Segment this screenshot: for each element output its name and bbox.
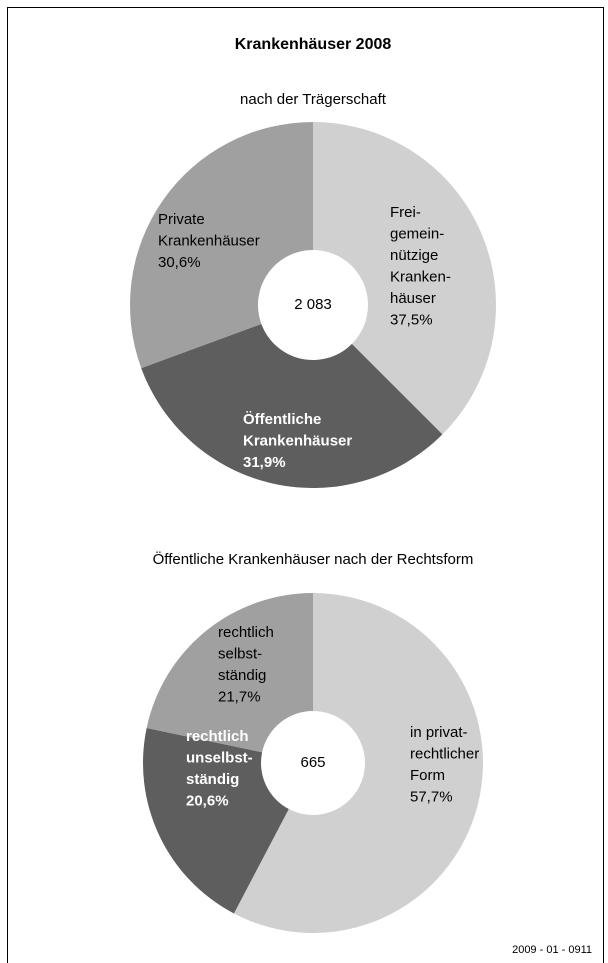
slice-label: Form	[410, 767, 445, 784]
value-label: 37,5%	[390, 311, 433, 328]
slice-label: rechtlicher	[410, 745, 479, 762]
slice	[141, 323, 443, 488]
slice	[313, 122, 496, 435]
value-label: 30,6%	[158, 254, 201, 271]
slice-label: rechtlich	[218, 624, 274, 641]
slice-label: Frei-	[390, 204, 421, 221]
value-label: 57,7%	[410, 788, 453, 805]
slice-label: in privat-	[410, 724, 468, 741]
value-label: 31,9%	[243, 454, 286, 471]
slice-label: ständig	[186, 771, 239, 788]
chart-title: Krankenhäuser 2008	[235, 36, 392, 53]
value-label: 20,6%	[186, 792, 229, 809]
slice	[130, 122, 313, 369]
slice-label: rechtlich	[186, 728, 249, 745]
slice	[142, 728, 289, 914]
slice-label: selbst-	[218, 645, 262, 662]
slice-label: ständig	[218, 667, 266, 684]
total-label: 665	[300, 754, 325, 771]
slice-label: unselbst-	[186, 749, 253, 766]
chart-subtitle: nach der Trägerschaft	[240, 91, 387, 108]
chart-subtitle: Öffentliche Krankenhäuser nach der Recht…	[153, 550, 474, 568]
slice-label: Krankenhäuser	[243, 432, 352, 449]
slice-label: Kranken-	[390, 268, 451, 285]
slice-label: Krankenhäuser	[158, 232, 260, 249]
slice-label: gemein-	[390, 225, 444, 242]
slice-label: Private	[158, 211, 205, 228]
slice	[146, 593, 313, 753]
footer: 2009 - 01 - 0911	[512, 944, 592, 956]
slice-label: nützige	[390, 247, 438, 264]
value-label: 21,7%	[218, 688, 261, 705]
total-label: 2 083	[294, 296, 332, 313]
slice-label: häuser	[390, 290, 436, 307]
slice-label: Öffentliche	[243, 411, 321, 428]
slice	[233, 593, 484, 934]
frame	[7, 7, 604, 963]
